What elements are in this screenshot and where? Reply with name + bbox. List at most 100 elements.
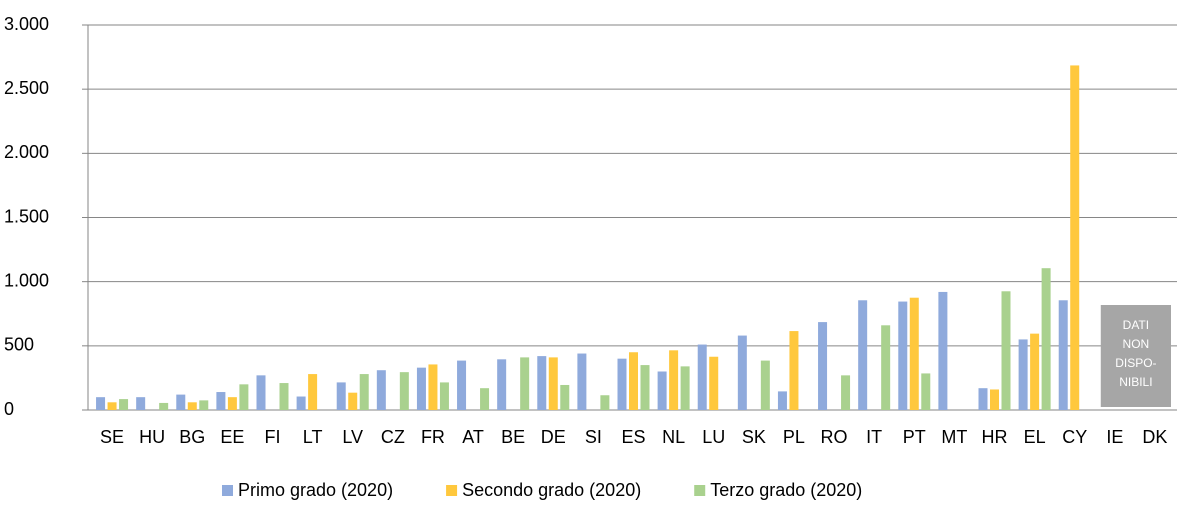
x-tick-label: BE [501, 427, 525, 447]
bar [348, 392, 358, 410]
bar [1001, 291, 1011, 410]
bar [657, 371, 667, 410]
bar [709, 356, 719, 410]
annotation: DATI [1123, 318, 1149, 332]
legend-swatch [222, 485, 233, 496]
bar [680, 366, 690, 410]
annotation: DISPO- [1115, 356, 1156, 370]
x-tick-label: PT [903, 427, 926, 447]
bar [818, 322, 828, 410]
bar [107, 402, 117, 410]
legend-swatch [446, 485, 458, 496]
y-tick-label: 0 [4, 399, 14, 419]
x-tick-label: CZ [381, 427, 405, 447]
x-tick-label: LT [303, 427, 323, 447]
bar [119, 399, 129, 410]
bar [296, 396, 306, 410]
x-tick-label: HU [139, 427, 165, 447]
bar [560, 384, 570, 410]
x-tick-label: IT [866, 427, 882, 447]
bar [921, 373, 931, 410]
x-tick-label: IE [1106, 427, 1123, 447]
bar [159, 402, 169, 410]
bar [841, 375, 851, 410]
legend-label: Terzo grado (2020) [710, 480, 862, 500]
bar [239, 384, 249, 410]
x-tick-label: DK [1142, 427, 1167, 447]
bar [187, 402, 197, 410]
x-tick-label: SI [585, 427, 602, 447]
x-tick-label: LU [702, 427, 725, 447]
annotation-box [1100, 305, 1171, 407]
bar [777, 391, 787, 410]
bar [376, 370, 386, 410]
bar [789, 331, 799, 410]
bar [548, 357, 558, 410]
x-tick-label: ES [621, 427, 645, 447]
bar [457, 360, 467, 410]
x-tick-label: EL [1024, 427, 1046, 447]
bar [629, 352, 638, 410]
x-tick-label: DE [541, 427, 566, 447]
annotation: NON [1123, 337, 1150, 351]
bar [1058, 300, 1068, 410]
bar [520, 357, 530, 410]
y-tick-label: 1.000 [4, 270, 49, 290]
bar [279, 383, 289, 410]
y-tick-label: 2.000 [4, 142, 49, 162]
bar [737, 335, 747, 410]
bar [96, 397, 106, 410]
x-tick-label: HR [982, 427, 1008, 447]
bar [308, 374, 318, 410]
bar [1018, 339, 1028, 410]
bar [497, 359, 507, 410]
bar [640, 365, 650, 410]
bar [439, 382, 449, 410]
bar [600, 395, 610, 410]
bar [577, 353, 587, 410]
y-tick-label: 2.500 [4, 78, 49, 98]
bar [858, 300, 868, 410]
bar [359, 374, 369, 410]
x-tick-label: RO [821, 427, 848, 447]
x-tick-label: SE [100, 427, 124, 447]
y-tick-label: 500 [4, 335, 34, 355]
x-tick-label: PL [783, 427, 805, 447]
bar [938, 291, 948, 410]
bar [216, 392, 226, 410]
x-tick-label: MT [941, 427, 967, 447]
bar [898, 301, 908, 410]
bar [256, 375, 266, 410]
bar [537, 356, 547, 410]
bar [1041, 268, 1051, 410]
bar [990, 389, 999, 410]
x-tick-label: BG [179, 427, 205, 447]
x-tick-label: FI [265, 427, 281, 447]
bar [909, 297, 919, 410]
bar [1070, 65, 1080, 411]
x-tick-label: SK [742, 427, 766, 447]
legend-label: Secondo grado (2020) [462, 480, 641, 500]
x-tick-label: NL [662, 427, 685, 447]
bar [697, 344, 707, 410]
x-tick-label: AT [462, 427, 484, 447]
y-tick-label: 1.500 [4, 206, 49, 226]
bar [199, 400, 209, 410]
bar [669, 350, 679, 410]
bar [136, 397, 146, 410]
y-tick-label: 3.000 [4, 14, 49, 34]
annotation: NIBILI [1119, 375, 1152, 389]
bar [176, 394, 186, 410]
bar [617, 358, 627, 410]
bar [428, 364, 438, 410]
bar [399, 372, 409, 410]
x-tick-label: FR [421, 427, 445, 447]
x-tick-label: CY [1062, 427, 1087, 447]
legend-label: Primo grado (2020) [238, 480, 393, 500]
legend-swatch [694, 485, 706, 496]
x-tick-label: EE [220, 427, 244, 447]
bar [760, 360, 770, 410]
x-tick-label: LV [342, 427, 363, 447]
bar [416, 367, 426, 410]
